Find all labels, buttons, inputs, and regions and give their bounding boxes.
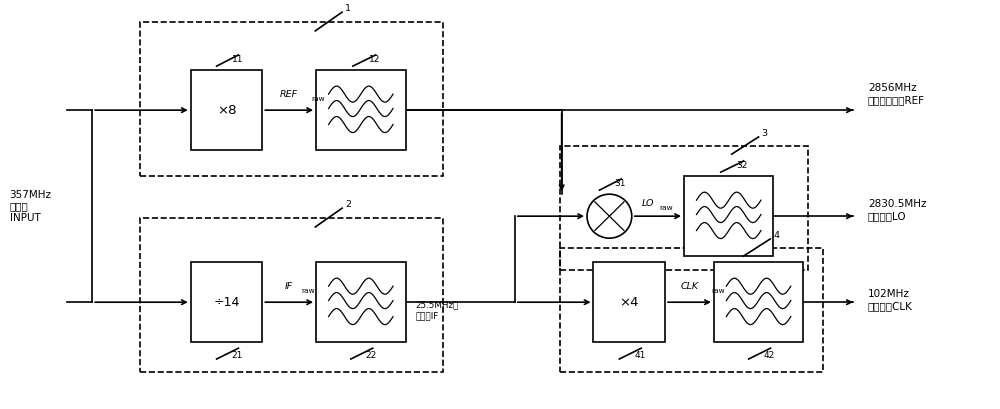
Text: 25.5MHz中
频信号IF: 25.5MHz中 频信号IF [415,301,459,320]
Text: 32: 32 [737,161,748,170]
Bar [684,176,773,256]
Bar [191,262,262,342]
Bar [191,70,262,150]
Text: raw: raw [660,205,673,211]
Text: LO: LO [642,199,654,208]
Text: 4: 4 [773,231,779,240]
Text: REF: REF [280,90,298,99]
Ellipse shape [587,194,632,238]
Bar [560,248,823,372]
Bar [316,70,406,150]
Bar [140,22,443,176]
Text: 12: 12 [369,55,380,64]
Text: 22: 22 [366,351,377,360]
Text: 3: 3 [762,129,768,138]
Bar [560,146,808,270]
Text: 41: 41 [634,351,646,360]
Text: raw: raw [711,288,725,294]
Text: 42: 42 [764,351,775,360]
Text: raw: raw [311,96,325,102]
Text: 2830.5MHz
本振信号LO: 2830.5MHz 本振信号LO [868,199,926,221]
Text: 11: 11 [232,55,243,64]
Text: 102MHz
时钟信号CLK: 102MHz 时钟信号CLK [868,290,913,311]
Text: ×4: ×4 [620,296,639,309]
Bar [316,262,406,342]
Text: 357MHz
源信号
INPUT: 357MHz 源信号 INPUT [10,189,52,223]
Text: raw: raw [301,288,315,294]
Text: ×8: ×8 [217,103,236,117]
Text: 1: 1 [345,4,351,13]
Text: 2856MHz
参考工作信号REF: 2856MHz 参考工作信号REF [868,83,925,105]
Bar [140,218,443,372]
Text: IF: IF [285,282,293,291]
Text: CLK: CLK [680,282,699,291]
Text: 21: 21 [232,351,243,360]
Text: ÷14: ÷14 [213,296,240,309]
Text: 31: 31 [614,179,626,188]
Bar [714,262,803,342]
Bar [593,262,665,342]
Text: 2: 2 [345,200,351,209]
